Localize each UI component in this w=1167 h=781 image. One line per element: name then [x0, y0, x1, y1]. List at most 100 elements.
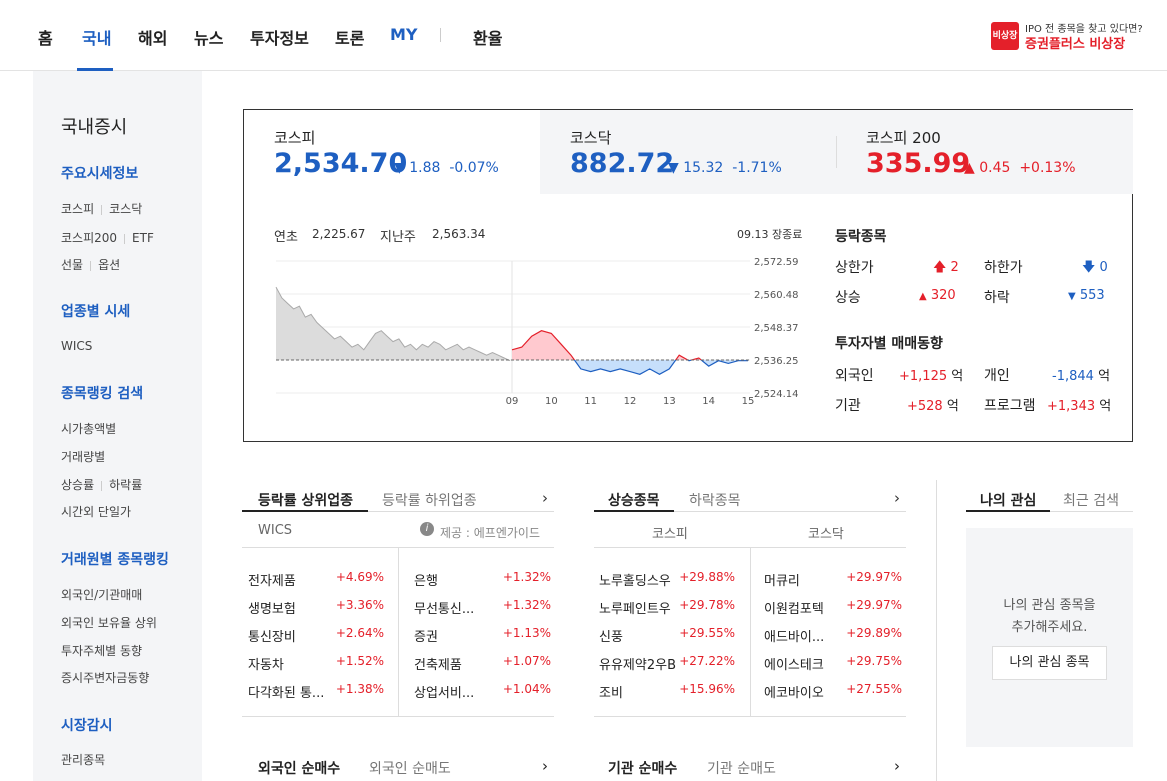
info-icon[interactable]: i: [420, 522, 434, 536]
nav-divider: [440, 28, 441, 42]
item-change: +29.78%: [679, 598, 735, 612]
list-item[interactable]: 은행 +1.32%: [414, 570, 551, 589]
tab-rising-stocks[interactable]: 상승종목: [608, 493, 660, 509]
list-item[interactable]: 노루페인트우 +29.78%: [599, 598, 735, 617]
sidebar-link-futures[interactable]: 선물: [61, 258, 84, 272]
list-item[interactable]: 에이스테크 +29.75%: [764, 654, 902, 673]
index-card-kospi200[interactable]: 코스피 200 335.99 ▲ 0.45 +0.13%: [836, 110, 1133, 194]
tab-inst-net-buy[interactable]: 기관 순매수: [608, 761, 678, 777]
tab-recent-search[interactable]: 최근 검색: [1063, 493, 1119, 509]
program-label: 프로그램: [984, 398, 1036, 414]
sidebar-link-market-cap[interactable]: 시가총액별: [61, 422, 117, 436]
promo-logo-icon[interactable]: 비상장: [991, 22, 1019, 50]
list-item[interactable]: 전자제품 +4.69%: [248, 570, 384, 589]
sidebar-link-options[interactable]: 옵션: [98, 258, 121, 272]
sidebar-link-rise-rate[interactable]: 상승률: [61, 478, 95, 492]
sidebar-head-surveillance[interactable]: 시장감시: [61, 718, 113, 734]
nav-overseas[interactable]: 해외: [138, 29, 168, 48]
down-arrow-icon: ▼: [1068, 291, 1076, 302]
y-tick-label: 2,560.48: [754, 290, 799, 301]
x-tick-label: 12: [624, 396, 637, 406]
sidebar-link-investor-trend[interactable]: 투자주체별 동향: [61, 644, 143, 658]
nav-news[interactable]: 뉴스: [194, 29, 224, 48]
sidebar-head-ranking[interactable]: 종목랭킹 검색: [61, 386, 144, 402]
item-change: +29.55%: [679, 626, 735, 640]
promo-title[interactable]: 증권플러스 비상장: [1025, 37, 1126, 52]
list-item[interactable]: 유유제약2우B +27.22%: [599, 654, 735, 673]
chevron-right-icon[interactable]: ›: [894, 757, 900, 775]
tab-inst-net-sell[interactable]: 기관 순매도: [707, 761, 776, 777]
sidebar-head-main-quotes[interactable]: 주요시세정보: [61, 166, 139, 182]
chevron-right-icon[interactable]: ›: [894, 489, 900, 507]
list-item[interactable]: 상업서비... +1.04%: [414, 682, 551, 701]
item-change: +1.32%: [502, 598, 551, 612]
item-change: +27.55%: [846, 682, 902, 696]
list-item[interactable]: 신풍 +29.55%: [599, 626, 735, 645]
tab-sector-bottom[interactable]: 등락률 하위업종: [382, 493, 477, 509]
promo-tagline[interactable]: IPO 전 종목을 찾고 있다면?: [1025, 24, 1143, 35]
nav-my[interactable]: MY: [390, 25, 418, 44]
list-item[interactable]: 애드바이... +29.89%: [764, 626, 902, 645]
list-item[interactable]: 증권 +1.13%: [414, 626, 551, 645]
sidebar-link-wics[interactable]: WICS: [61, 339, 93, 353]
year-start-label: 연초: [274, 230, 298, 245]
list-item[interactable]: 생명보험 +3.36%: [248, 598, 384, 617]
nav-domestic[interactable]: 국내: [82, 29, 112, 48]
list-item[interactable]: 이원컴포텍 +29.97%: [764, 598, 902, 617]
item-change: +29.89%: [846, 626, 902, 640]
nav-invest-info[interactable]: 투자정보: [250, 29, 309, 48]
item-name: 생명보험: [248, 602, 296, 617]
item-change: +1.13%: [502, 626, 551, 640]
chevron-right-icon[interactable]: ›: [542, 489, 548, 507]
list-item[interactable]: 조비 +15.96%: [599, 682, 735, 701]
chevron-right-icon[interactable]: ›: [542, 757, 548, 775]
sidebar-link-volume[interactable]: 거래량별: [61, 450, 106, 464]
panel-divider: [936, 480, 937, 781]
list-item[interactable]: 머큐리 +29.97%: [764, 570, 902, 589]
tab-sector-top[interactable]: 등락률 상위업종: [258, 493, 354, 509]
foreign-value: +1,125 억: [899, 369, 964, 384]
active-tab-underline: [966, 510, 1050, 512]
list-item[interactable]: 통신장비 +2.64%: [248, 626, 384, 645]
nav-home[interactable]: 홈: [38, 29, 53, 48]
list-item[interactable]: 노루홀딩스우 +29.88%: [599, 570, 735, 589]
sidebar-link-kosdaq[interactable]: 코스닥: [109, 202, 143, 216]
sidebar-link-foreign-holding[interactable]: 외국인 보유율 상위: [61, 616, 157, 630]
lower-limit-value: 🡇 0: [1082, 260, 1108, 275]
sidebar-link-kospi200[interactable]: 코스피200: [61, 231, 118, 245]
x-tick-label: 14: [702, 396, 715, 406]
tab-falling-stocks[interactable]: 하락종목: [689, 493, 741, 509]
sidebar-link-managed[interactable]: 관리종목: [61, 753, 106, 767]
last-week-label: 지난주: [380, 230, 416, 245]
upper-limit-label: 상한가: [835, 260, 874, 276]
tab-foreign-net-sell[interactable]: 외국인 순매도: [369, 761, 451, 777]
nav-active-underline: [77, 68, 113, 71]
sidebar-link-fall-rate[interactable]: 하락률: [109, 478, 143, 492]
down-arrow-icon: ▼: [668, 160, 679, 176]
list-item[interactable]: 에코바이오 +27.55%: [764, 682, 902, 701]
list-item[interactable]: 다각화된 통... +1.38%: [248, 682, 384, 701]
tab-foreign-net-buy[interactable]: 외국인 순매수: [258, 761, 341, 777]
tab-my-interest[interactable]: 나의 관심: [980, 493, 1037, 509]
sidebar-link-foreign-inst[interactable]: 외국인/기관매매: [61, 588, 143, 602]
list-item[interactable]: 무선통신... +1.32%: [414, 598, 551, 617]
sidebar-head-sector[interactable]: 업종별 시세: [61, 304, 131, 320]
sidebar-link-market-funds[interactable]: 증시주변자금동향: [61, 671, 150, 685]
index-card-kospi[interactable]: 코스피 2,534.70 ▼ 1.88 -0.07%: [244, 110, 540, 194]
item-name: 노루페인트우: [599, 602, 671, 617]
list-item[interactable]: 자동차 +1.52%: [248, 654, 384, 673]
top-nav: 홈 국내 해외 뉴스 투자정보 토론 MY 환율 비상장 IPO 전 종목을 찾…: [0, 0, 1167, 71]
sidebar-link-kospi[interactable]: 코스피: [61, 202, 95, 216]
sidebar-link-etf[interactable]: ETF: [132, 231, 154, 245]
nav-discussion[interactable]: 토론: [335, 29, 365, 48]
item-change: +2.64%: [335, 626, 384, 640]
add-interest-button[interactable]: 나의 관심 종목: [992, 646, 1107, 680]
list-item[interactable]: 건축제품 +1.07%: [414, 654, 551, 673]
item-name: 신풍: [599, 630, 623, 645]
index-card-kosdaq[interactable]: 코스닥 882.72 ▼ 15.32 -1.71%: [540, 110, 836, 194]
panel-bottom-border: [242, 716, 554, 717]
updown-title: 등락종목: [835, 229, 887, 245]
nav-exchange-rate[interactable]: 환율: [473, 29, 503, 48]
sidebar-head-broker[interactable]: 거래원별 종목랭킹: [61, 552, 169, 568]
sidebar-link-after-hours[interactable]: 시간외 단일가: [61, 505, 132, 519]
